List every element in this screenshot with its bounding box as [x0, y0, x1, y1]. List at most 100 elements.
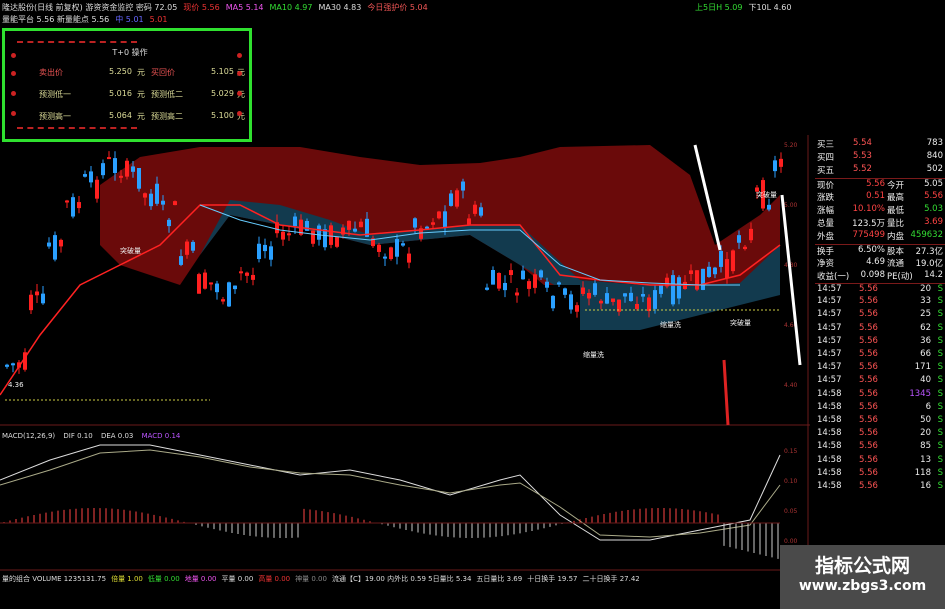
candle: [11, 363, 15, 366]
candle: [635, 303, 639, 309]
candle: [377, 244, 381, 252]
candle: [461, 181, 465, 191]
quote-row: 14:58 5.56 13 S: [815, 455, 945, 468]
watermark-url: www.zbgs3.com: [798, 578, 927, 594]
volume-field: 平量 0.00: [221, 575, 254, 583]
volume-field: 神量 0.00: [295, 575, 327, 583]
quote-cell: 14:58: [817, 428, 842, 439]
arrow: [693, 144, 722, 251]
candle: [587, 292, 591, 299]
price-chart[interactable]: 突破量缩量洗缩量洗突破量突破量4.365.205.004.804.604.400…: [0, 135, 815, 575]
marker-dot: [237, 111, 242, 116]
candle: [77, 202, 81, 209]
candle: [713, 267, 717, 275]
candle: [479, 207, 483, 216]
candle: [647, 297, 651, 312]
quote-cell: 14:57: [817, 296, 842, 307]
candle: [521, 270, 525, 280]
candle: [41, 293, 45, 304]
candle: [149, 193, 153, 207]
t0-l2: 预测低二: [151, 90, 183, 99]
marker-dot: [11, 91, 16, 96]
candle: [641, 294, 645, 297]
candle: [287, 233, 291, 236]
quote-cell: 涨幅: [817, 205, 835, 216]
quote-cell: 14:57: [817, 309, 842, 320]
quote-cell: 1345: [909, 388, 931, 399]
quote-cell: 5.56: [924, 190, 943, 201]
macd-dif: DIF 0.10: [63, 432, 93, 440]
quote-cell: 14:58: [817, 401, 842, 412]
candle: [761, 180, 765, 209]
t0-l2: 买回价: [151, 68, 175, 77]
watermark: 指标公式网 www.zbgs3.com: [780, 545, 945, 609]
header-field: MA5 5.14: [225, 3, 264, 12]
candle: [65, 200, 69, 203]
candle: [425, 226, 429, 229]
candle: [437, 211, 441, 219]
sell-flag: S: [937, 401, 943, 412]
macd-legend: MACD(12,26,9) DIF 0.10 DEA 0.03 MACD 0.1…: [2, 432, 186, 440]
quote-cell: 14:57: [817, 375, 842, 386]
candle: [449, 193, 453, 206]
t0-l1: 卖出价: [39, 68, 63, 77]
marker-dot: [11, 53, 16, 58]
candle: [173, 201, 177, 206]
sell-flag: S: [937, 441, 943, 452]
header-field: 下10L 4.60: [748, 3, 792, 12]
sell-flag: S: [937, 428, 943, 439]
quote-cell: 5.56: [859, 480, 878, 491]
candle: [323, 229, 327, 248]
candle: [611, 298, 615, 302]
candle: [17, 362, 21, 368]
candle: [431, 222, 435, 225]
t0-v2: 5.100: [211, 111, 234, 120]
dif-line: [0, 444, 781, 541]
quote-cell: 内盘: [887, 232, 905, 243]
ma-line-red: [0, 204, 781, 396]
quote-row: 14:57 5.56 40 S: [815, 375, 945, 388]
quote-cell: 14:57: [817, 284, 842, 295]
candle: [665, 277, 669, 287]
quote-cell: 459632: [910, 230, 943, 241]
watermark-title: 指标公式网: [814, 555, 910, 577]
sell-flag: S: [937, 309, 943, 320]
quote-cell: 5.56: [859, 401, 878, 412]
t0-u1: 元: [137, 90, 145, 99]
quote-panel: 买三 5.54 783 买四 5.53 840 买五 5.52 502 现价 5.56 今开 5.05 涨…: [815, 138, 945, 494]
quote-cell: 14:57: [817, 362, 842, 373]
t0-v1: 5.064: [109, 111, 132, 120]
dea-line: [0, 449, 781, 538]
candle: [569, 294, 573, 310]
candle: [737, 235, 741, 243]
candle: [341, 227, 345, 235]
divider: [17, 127, 137, 129]
quote-cell: 0.51: [866, 190, 885, 201]
candle: [695, 270, 699, 290]
quote-cell: 0.098: [860, 269, 885, 280]
candle: [215, 283, 219, 293]
quote-cell: 14.2: [924, 269, 943, 280]
quote-cell: 总量: [817, 219, 835, 230]
candle: [527, 281, 531, 289]
candle: [731, 250, 735, 272]
quote-cell: 20: [920, 284, 931, 295]
candle: [617, 299, 621, 312]
candle: [5, 364, 9, 367]
candle: [23, 352, 27, 370]
quote-cell: 5.03: [924, 203, 943, 214]
candle: [689, 270, 693, 275]
candle: [545, 281, 549, 288]
t0-u1: 元: [137, 68, 145, 77]
candle: [605, 293, 609, 304]
t0-v1: 5.016: [109, 89, 132, 98]
candle: [659, 285, 663, 294]
quote-cell: 783: [926, 138, 943, 148]
macd-value: MACD 0.14: [141, 432, 181, 440]
volume-field: 地量 0.00: [184, 575, 217, 583]
quote-cell: 股本: [887, 246, 905, 257]
candle: [221, 299, 225, 302]
candle: [599, 300, 603, 304]
header-field: 上5日H 5.09: [695, 3, 743, 12]
quote-row: 14:57 5.56 25 S: [815, 309, 945, 322]
